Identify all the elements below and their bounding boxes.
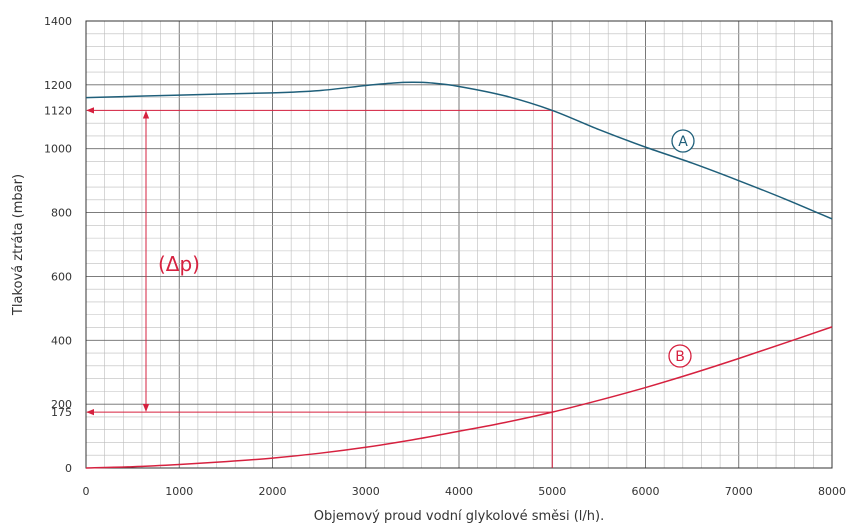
x-tick-label: 3000	[352, 485, 380, 498]
x-tick-label: 2000	[259, 485, 287, 498]
marker-a: A	[671, 129, 695, 153]
x-tick-label: 8000	[818, 485, 846, 498]
plot-frame	[85, 20, 833, 469]
y-tick-label: 200	[51, 398, 72, 411]
series-markers: AB	[668, 129, 695, 368]
x-tick-label: 6000	[632, 485, 660, 498]
y-tick-label: 800	[51, 207, 72, 220]
x-tick-labels: 0 1000 2000 3000 4000 5000 6000 7000 8000	[83, 485, 847, 498]
series-line-a	[85, 81, 833, 220]
marker-a-label: A	[678, 134, 688, 150]
dp-high-label: 1120	[44, 104, 72, 117]
y-tick-label: 1200	[44, 79, 72, 92]
x-tick-label: 0	[83, 485, 90, 498]
grid	[85, 20, 833, 469]
marker-b-label: B	[675, 349, 685, 365]
series-line-b	[85, 326, 833, 469]
x-tick-label: 7000	[725, 485, 753, 498]
y-tick-label: 600	[51, 270, 72, 283]
y-axis-label: Tlaková ztráta (mbar)	[11, 174, 26, 316]
marker-b-circle	[668, 344, 692, 368]
y-tick-label: 1000	[44, 143, 72, 156]
dp-low-label: 175	[51, 406, 72, 419]
x-tick-label: 5000	[538, 485, 566, 498]
marker-b: B	[668, 344, 692, 368]
x-axis-label: Objemový proud vodní glykolové směsi (l/…	[314, 509, 604, 524]
marker-a-circle	[671, 129, 695, 153]
dp-label: (Δp)	[158, 252, 200, 276]
y-tick-labels: 0 200 400 600 800 1000 1200 1400	[44, 15, 72, 475]
x-tick-label: 4000	[445, 485, 473, 498]
x-tick-label: 1000	[165, 485, 193, 498]
series-lines	[85, 81, 833, 469]
y-tick-label: 0	[65, 462, 72, 475]
annotations: 1120 175 (Δp)	[44, 104, 553, 468]
y-tick-label: 1400	[44, 15, 72, 28]
y-tick-label: 400	[51, 334, 72, 347]
